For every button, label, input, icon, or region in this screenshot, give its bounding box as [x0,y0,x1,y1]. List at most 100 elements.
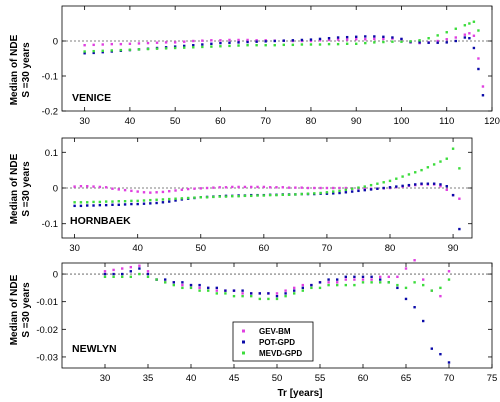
venice-mevd-gpd-point [454,27,457,30]
hornbaek-mevd-gpd-point [414,171,417,174]
newlyn-gev-bm-point [112,268,115,272]
hornbaek-gev-bm-point [281,186,284,189]
venice-gev-bm-point [83,44,86,47]
venice-pot-gpd-point [336,36,340,39]
newlyn-mevd-gpd-point [353,283,356,287]
venice-pot-gpd-point [355,35,358,38]
hornbaek-gev-bm-point [161,190,165,194]
newlyn-pot-gpd-point [422,319,425,323]
hornbaek-mevd-gpd-point [92,200,95,204]
hornbaek-pot-gpd-point [445,185,448,188]
venice-ytick-label: -0.1 [42,72,58,83]
newlyn-gev-bm-point [422,278,425,281]
legend-marker-mevd-gpd [242,351,245,355]
hornbaek-gev-bm-point [338,186,341,190]
newlyn-xtick-label: 35 [143,373,154,384]
hornbaek-mevd-gpd-point [401,175,404,178]
venice-gev-bm-point [219,39,222,42]
venice-pot-gpd-point [391,36,394,39]
hornbaek-gev-bm-point [79,185,83,188]
venice-mevd-gpd-point [468,22,471,25]
hornbaek-pot-gpd-point [458,227,461,231]
hornbaek-mevd-gpd-point [168,197,171,201]
hornbaek-gev-bm-point [180,188,184,191]
newlyn-xtick-label: 65 [401,373,412,384]
venice-mevd-gpd-point [101,49,104,52]
hornbaek-xtick-label: 90 [448,243,459,254]
venice-pot-gpd-point [183,44,186,48]
hornbaek-gev-bm-point [186,187,190,191]
newlyn-xtick-label: 75 [487,373,498,384]
hornbaek-xtick-label: 60 [259,243,270,254]
hornbaek-gev-bm-point [174,189,177,192]
newlyn-gev-bm-point [275,292,279,295]
hornbaek-mevd-gpd-point [237,195,240,198]
venice-mevd-gpd-point [472,20,476,23]
venice-mevd-gpd-point [128,48,132,51]
hornbaek-mevd-gpd-point [382,181,385,184]
venice-pot-gpd-point [318,37,322,41]
newlyn-mevd-gpd-point [215,292,218,295]
venice-mevd-gpd-point [427,37,430,40]
hornbaek-gev-bm-point [231,185,234,189]
newlyn-gev-bm-point [370,278,373,281]
hornbaek-xtick-label: 40 [132,243,143,254]
venice-pot-gpd-point [382,35,385,38]
venice-pot-gpd-point [173,45,177,48]
hornbaek-mevd-gpd-point [86,201,89,204]
hornbaek-gev-bm-point [155,191,158,194]
newlyn-pot-gpd-point [310,283,313,287]
hornbaek-mevd-gpd-point [79,201,83,204]
hornbaek-mevd-gpd-point [161,198,165,201]
hornbaek-mevd-gpd-point [256,194,259,197]
newlyn-mevd-gpd-point [439,286,442,290]
venice-mevd-gpd-point [155,47,159,50]
newlyn-pot-gpd-point [189,283,193,287]
newlyn-mevd-gpd-point [275,297,279,301]
venice-pot-gpd-point [309,38,313,41]
hornbaek-ylabel-line2: S =30 years [21,161,32,217]
newlyn-mevd-gpd-point [301,289,304,292]
newlyn-mevd-gpd-point [370,281,373,284]
newlyn-mevd-gpd-point [103,275,107,279]
venice-mevd-gpd-point [210,45,213,48]
newlyn-gev-bm-point [198,286,201,290]
newlyn-pot-gpd-point [439,352,442,356]
hornbaek-gev-bm-point [287,186,291,189]
newlyn-xtick-label: 55 [315,373,326,384]
venice-pot-gpd-point [364,35,367,38]
venice-xtick-label: 40 [125,116,136,127]
hornbaek-pot-gpd-point [104,203,108,207]
hornbaek-mevd-gpd-point [180,197,184,200]
venice-ytick-label: 0 [53,37,58,48]
hornbaek-gev-bm-point [224,186,228,189]
hornbaek-mevd-gpd-point [268,193,272,197]
hornbaek-mevd-gpd-point [376,182,379,185]
venice-gev-bm-point [463,33,467,36]
hornbaek-mevd-gpd-point [287,193,291,196]
newlyn-pot-gpd-point [413,306,416,309]
venice-gev-bm-point [155,41,159,44]
hornbaek-mevd-gpd-point [300,192,303,196]
newlyn-gev-bm-point [103,270,107,273]
newlyn-ylabel-line1: Median of NDE [9,274,20,345]
newlyn-mevd-gpd-point [318,286,322,290]
hornbaek-pot-gpd-point [363,188,366,192]
hornbaek-pot-gpd-point [414,183,417,186]
hornbaek-pot-gpd-point [350,190,354,193]
newlyn-gev-bm-point [396,275,399,279]
newlyn-xtick-label: 60 [358,373,369,384]
newlyn-pot-gpd-point [336,278,339,281]
venice-gev-bm-point [445,38,448,41]
newlyn-pot-gpd-point [430,347,433,350]
venice-xtick-label: 110 [439,116,454,127]
hornbaek-mevd-gpd-point [388,179,392,183]
venice-gev-bm-point [318,39,322,42]
hornbaek-pot-gpd-point [401,184,404,188]
hornbaek-gev-bm-point [306,186,310,190]
newlyn-mevd-gpd-point [447,278,451,281]
hornbaek-pot-gpd-point [111,203,114,206]
hornbaek-mevd-gpd-point [98,200,102,204]
venice-mevd-gpd-point [173,46,177,50]
hornbaek-mevd-gpd-point [231,195,234,198]
